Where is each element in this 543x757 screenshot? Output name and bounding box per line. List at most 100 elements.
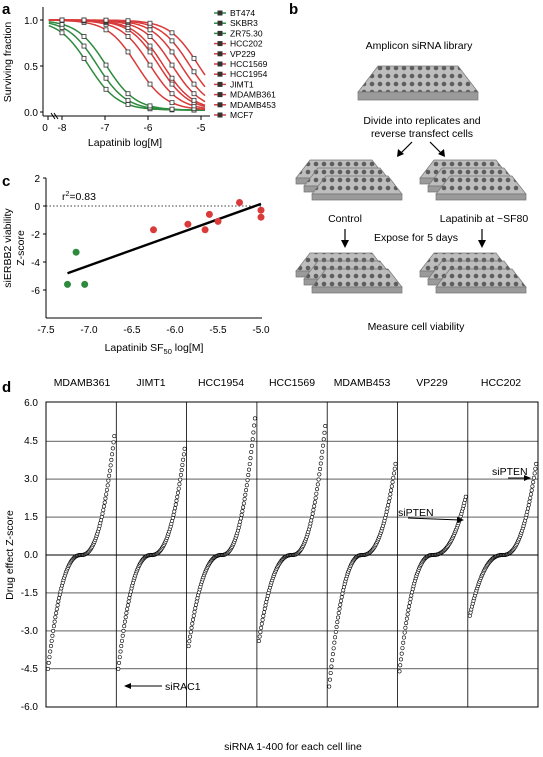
zscore-point bbox=[533, 466, 538, 471]
panel-label-c: c bbox=[2, 173, 10, 190]
zscore-point bbox=[172, 509, 177, 514]
regression-line bbox=[67, 202, 262, 275]
zscore-point bbox=[171, 512, 176, 517]
zscore-point bbox=[124, 611, 129, 616]
zscore-point bbox=[261, 614, 266, 619]
zscore-point bbox=[330, 652, 335, 657]
panel-c-ytick: -2 bbox=[31, 230, 40, 241]
zscore-point bbox=[247, 467, 252, 472]
annotation-sipten-vp229: siPTEN bbox=[398, 507, 464, 523]
zscore-point bbox=[112, 434, 117, 439]
data-marker bbox=[147, 49, 153, 55]
legend-marker bbox=[217, 102, 223, 108]
zscore-point bbox=[399, 651, 404, 656]
zscore-point bbox=[327, 684, 332, 689]
legend-marker bbox=[217, 10, 223, 16]
data-marker bbox=[125, 102, 131, 107]
data-marker bbox=[147, 62, 153, 68]
data-marker bbox=[125, 34, 131, 39]
panel-a-xtick: -7 bbox=[101, 123, 110, 134]
zscore-point bbox=[51, 628, 56, 633]
zscore-point bbox=[107, 473, 112, 478]
zscore-point bbox=[249, 450, 254, 455]
zscore-point bbox=[527, 499, 532, 504]
zscore-point bbox=[323, 423, 328, 428]
data-marker bbox=[169, 49, 175, 55]
zscore-point bbox=[238, 519, 243, 524]
panel-c-ytick: 0 bbox=[34, 202, 40, 213]
zscore-point bbox=[120, 633, 125, 638]
zscore-point bbox=[252, 416, 257, 421]
legend-item: SKBR3 bbox=[230, 18, 258, 28]
panel-a-x-label: Lapatinib log[M] bbox=[88, 137, 162, 149]
zscore-point bbox=[109, 457, 114, 462]
strip-vp229 bbox=[397, 494, 468, 674]
panel-b-control: Control bbox=[328, 213, 362, 225]
panel-c-xtick: -6.0 bbox=[166, 325, 184, 336]
panel-a-xtick: 0 bbox=[42, 123, 48, 134]
zscore-point bbox=[125, 607, 130, 612]
zscore-point bbox=[390, 480, 395, 485]
scatter-point bbox=[236, 199, 243, 206]
zscore-point bbox=[178, 477, 183, 482]
exposed-plates-left bbox=[295, 252, 403, 294]
zscore-point bbox=[56, 599, 61, 604]
panel-b-diagram: Amplicon siRNA library Divide into repli… bbox=[295, 40, 528, 333]
panel-label-b: b bbox=[289, 1, 298, 18]
zscore-point bbox=[312, 500, 317, 505]
panel-c-y-label-line1: siERBB2 viability bbox=[2, 208, 14, 288]
zscore-point bbox=[107, 468, 112, 473]
scatter-point bbox=[150, 226, 157, 234]
replicate-plates-left bbox=[295, 159, 403, 201]
zscore-point bbox=[119, 644, 124, 649]
scatter-point bbox=[257, 206, 265, 214]
zscore-point bbox=[101, 504, 106, 509]
zscore-point bbox=[123, 615, 128, 620]
zscore-point bbox=[194, 599, 199, 604]
panel-d-ytick: -1.5 bbox=[21, 588, 39, 599]
zscore-point bbox=[128, 592, 133, 597]
strip-hcc1569 bbox=[256, 423, 328, 644]
zscore-point bbox=[406, 608, 411, 613]
column-header: JIMT1 bbox=[136, 377, 165, 389]
zscore-point bbox=[401, 640, 406, 645]
zscore-point bbox=[175, 494, 180, 499]
panel-a-xtick: -6 bbox=[144, 123, 153, 134]
zscore-point bbox=[104, 492, 109, 497]
zscore-point bbox=[341, 588, 346, 593]
zscore-point bbox=[239, 512, 244, 517]
zscore-point bbox=[256, 639, 261, 644]
scatter-point bbox=[184, 220, 192, 228]
data-marker bbox=[59, 17, 65, 23]
annotation-sirac1: siRAC1 bbox=[124, 681, 201, 693]
column-header: HCC1569 bbox=[269, 377, 315, 389]
panel-a-ytick: 1.0 bbox=[24, 16, 38, 27]
zscore-point bbox=[335, 620, 340, 625]
panel-c-xtick: -6.5 bbox=[123, 325, 141, 336]
panel-c-points bbox=[64, 199, 265, 288]
data-marker bbox=[103, 86, 109, 92]
zscore-point bbox=[57, 592, 62, 597]
zscore-point bbox=[531, 475, 536, 480]
legend-item: VP229 bbox=[230, 49, 256, 59]
legend-item: HCC1954 bbox=[230, 69, 268, 79]
legend-item: BT474 bbox=[230, 8, 255, 18]
legend-marker bbox=[217, 41, 223, 47]
zscore-point bbox=[321, 437, 326, 442]
zscore-point bbox=[45, 666, 50, 671]
zscore-point bbox=[190, 621, 195, 626]
data-marker bbox=[191, 81, 197, 87]
zscore-point bbox=[111, 440, 116, 445]
data-marker bbox=[125, 97, 131, 103]
zscore-point bbox=[525, 509, 530, 514]
zscore-point bbox=[191, 613, 196, 618]
panel-label-a: a bbox=[2, 1, 11, 18]
data-marker bbox=[169, 91, 175, 97]
scatter-point bbox=[72, 248, 80, 256]
zscore-point bbox=[117, 655, 122, 660]
panel-a-legend: BT474SKBR3ZR75.30HCC202VP229HCC1569HCC19… bbox=[214, 8, 276, 120]
panel-a-chart: 0.0 0.5 1.0 0 -8 -7 -6 -5 Lapatinib log[… bbox=[2, 7, 276, 149]
legend-marker bbox=[217, 61, 223, 67]
panel-a-xtick: -8 bbox=[58, 123, 67, 134]
panel-d-chart: 6.0 4.5 3.0 1.5 0.0 -1.5 -3.0 -4.5 -6.0 … bbox=[4, 377, 539, 753]
